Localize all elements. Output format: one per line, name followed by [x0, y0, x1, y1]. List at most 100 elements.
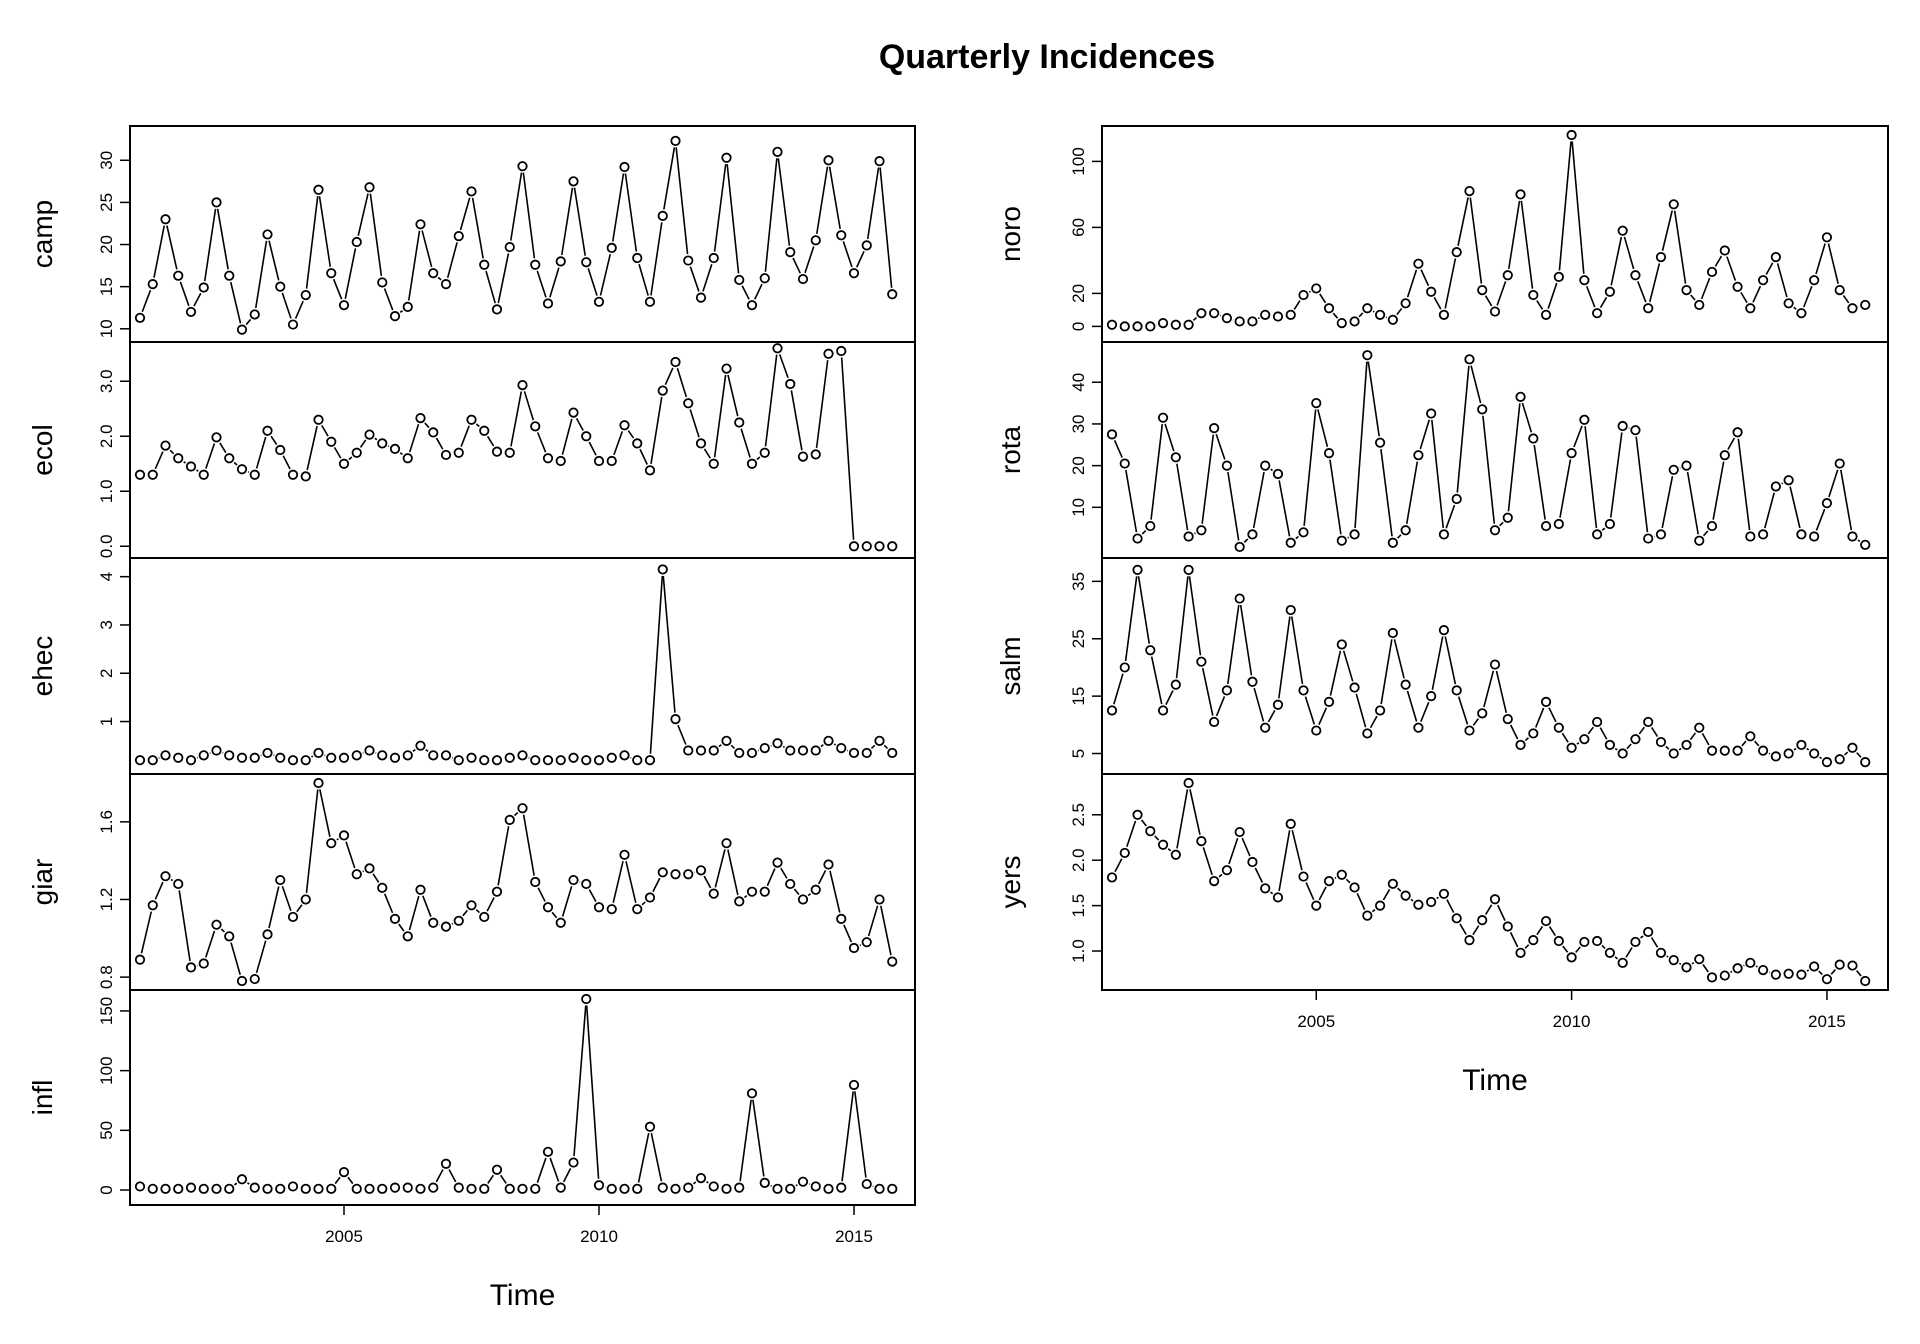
- data-point: [147, 755, 158, 766]
- series-segment: [549, 1157, 560, 1182]
- series-segment: [1576, 742, 1580, 745]
- series-segment: [649, 575, 664, 754]
- panel-salm: 5 15 25 35 salm: [995, 557, 1889, 775]
- data-point: [147, 1183, 158, 1194]
- y-tick-label: 1: [97, 717, 116, 726]
- series-segment: [817, 869, 827, 885]
- data-point: [632, 904, 643, 915]
- series-segment: [348, 456, 353, 461]
- data-point: [389, 913, 401, 924]
- y-tick-label: 15: [97, 277, 116, 296]
- data-point: [1234, 541, 1245, 553]
- series-segment: [1765, 262, 1774, 275]
- data-point: [1170, 452, 1181, 463]
- data-point: [1196, 836, 1207, 847]
- data-point: [542, 755, 554, 766]
- data-point: [836, 345, 847, 357]
- data-point: [491, 886, 503, 897]
- series-segment: [1202, 847, 1213, 876]
- y-tick-label: 1.2: [97, 888, 116, 912]
- data-point: [759, 447, 770, 458]
- data-point: [670, 714, 681, 725]
- series-label: ecol: [27, 424, 58, 475]
- data-point: [606, 752, 617, 763]
- series-segment: [1562, 945, 1569, 953]
- data-point: [364, 745, 375, 756]
- data-point: [708, 458, 719, 469]
- data-point: [581, 755, 592, 766]
- data-point: [874, 541, 885, 552]
- data-point: [1323, 696, 1335, 707]
- series-segment: [599, 254, 612, 296]
- data-point: [1323, 448, 1335, 459]
- series-segment: [359, 439, 367, 448]
- series-segment: [756, 456, 761, 461]
- data-point: [1477, 284, 1488, 296]
- data-point: [785, 247, 796, 258]
- data-point: [1311, 725, 1322, 736]
- data-point: [1745, 531, 1756, 542]
- data-point: [160, 214, 171, 225]
- data-point: [1592, 529, 1603, 540]
- series-segment: [408, 424, 420, 453]
- y-tick-label: 4: [97, 572, 116, 581]
- y-tick-label: 150: [97, 997, 116, 1025]
- data-point: [198, 958, 209, 969]
- series-segment: [321, 424, 329, 437]
- series-segment: [778, 354, 789, 379]
- y-tick-label: 2.5: [1069, 803, 1088, 827]
- data-point: [1477, 708, 1488, 719]
- series-segment: [1614, 956, 1619, 960]
- series-segment: [1714, 255, 1723, 267]
- data-point: [147, 469, 158, 480]
- data-point: [236, 1174, 248, 1185]
- data-point: [440, 279, 452, 290]
- data-point: [491, 755, 503, 766]
- series-segment: [1691, 962, 1695, 965]
- series-segment: [153, 225, 166, 278]
- data-point: [275, 1183, 286, 1194]
- data-point: [1540, 696, 1552, 707]
- data-point: [1234, 826, 1245, 838]
- panel-yers: 1.0 1.5 2.0 2.5 yers: [995, 773, 1889, 991]
- data-point: [874, 735, 885, 746]
- y-tick-label: 2.0: [97, 424, 116, 448]
- data-point: [440, 449, 452, 461]
- series-segment: [1436, 896, 1439, 900]
- panel-frame: [129, 341, 916, 559]
- data-point: [1732, 427, 1743, 438]
- data-point: [581, 993, 592, 1005]
- data-point: [683, 1182, 694, 1193]
- series-segment: [1842, 294, 1850, 304]
- data-point: [491, 304, 503, 315]
- data-point: [1183, 531, 1194, 542]
- series-segment: [383, 288, 394, 311]
- series-segment: [435, 437, 444, 450]
- series-segment: [1686, 471, 1699, 535]
- data-point: [1758, 965, 1769, 976]
- data-point: [300, 289, 311, 301]
- data-point: [619, 750, 630, 761]
- data-point: [173, 270, 184, 281]
- series-segment: [1356, 893, 1366, 911]
- data-point: [1209, 875, 1220, 887]
- series-segment: [216, 208, 229, 270]
- series-segment: [842, 241, 853, 268]
- data-point: [887, 289, 898, 300]
- series-segment: [575, 417, 584, 431]
- series-segment: [1520, 200, 1534, 289]
- series-segment: [486, 897, 495, 912]
- series-segment: [369, 193, 383, 277]
- series-segment: [1457, 197, 1469, 246]
- data-point: [1758, 745, 1769, 756]
- series-segment: [1228, 837, 1239, 865]
- series-segment: [347, 1176, 354, 1185]
- series-segment: [1666, 955, 1669, 958]
- panel-camp: 10 15 20 25 30 camp: [27, 125, 916, 343]
- series-segment: [843, 924, 853, 943]
- data-point: [249, 309, 260, 320]
- data-point: [1323, 303, 1335, 314]
- data-point: [1272, 892, 1284, 903]
- data-point: [224, 750, 235, 761]
- data-point: [300, 894, 311, 905]
